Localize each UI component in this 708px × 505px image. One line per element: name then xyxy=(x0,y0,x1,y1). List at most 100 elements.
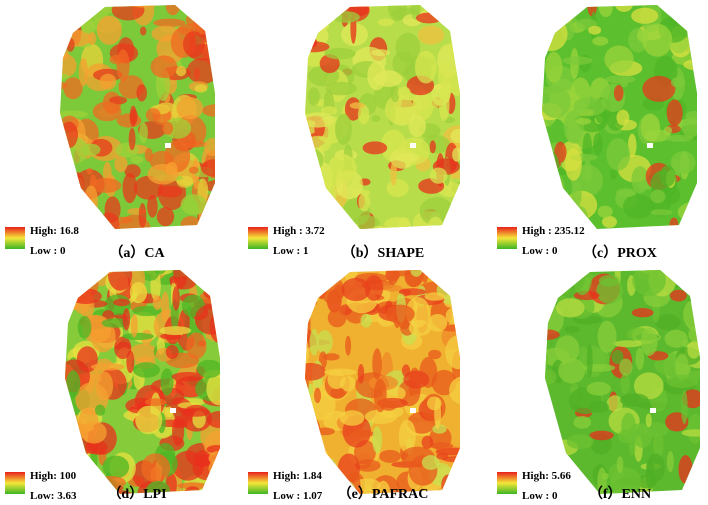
map-patch xyxy=(60,121,78,149)
map-patch xyxy=(63,77,83,100)
map-patch xyxy=(575,118,592,125)
map-patch xyxy=(114,336,132,360)
map-patch xyxy=(665,135,694,142)
map-patch xyxy=(675,353,689,381)
map-patch xyxy=(307,439,319,448)
legend-ramp xyxy=(497,227,517,249)
map-patch xyxy=(70,192,84,201)
map-patch xyxy=(650,209,673,216)
map-patch xyxy=(314,387,321,404)
map-patch xyxy=(683,58,697,71)
map-patch xyxy=(444,210,460,229)
map-patch xyxy=(687,341,700,359)
map-patch xyxy=(430,97,440,109)
map-patch xyxy=(65,404,74,422)
map-patch xyxy=(449,211,460,221)
map-patch xyxy=(687,413,700,444)
map-patch xyxy=(305,168,322,190)
map-patch xyxy=(329,460,337,485)
heat-map xyxy=(305,270,460,494)
map-patch xyxy=(589,430,614,441)
map-patch xyxy=(364,409,398,424)
panel-caption: （e）PAFRAC xyxy=(338,486,429,502)
map-patch xyxy=(65,424,95,433)
map-patch xyxy=(358,192,371,212)
map-patch xyxy=(615,5,633,12)
map-patch xyxy=(323,353,340,361)
map-hole xyxy=(170,408,176,413)
map-patch xyxy=(114,155,128,173)
map-patch xyxy=(439,324,460,332)
map-patch xyxy=(305,207,315,225)
heat-map xyxy=(542,5,697,229)
map-patch xyxy=(555,335,580,364)
map-patch xyxy=(207,31,214,48)
map-patch xyxy=(671,5,692,19)
map-patch xyxy=(691,5,697,11)
legend-low: Low : 0 xyxy=(522,490,558,502)
map-patch xyxy=(448,36,460,58)
map-patch xyxy=(172,286,180,311)
map-patch xyxy=(82,467,92,481)
map-patch xyxy=(382,284,403,292)
map-patch xyxy=(587,5,598,17)
map-patch xyxy=(180,216,201,229)
map-patch xyxy=(305,135,332,153)
map-patch xyxy=(429,140,436,154)
map-patch xyxy=(613,85,624,102)
legend-low: Low : 0 xyxy=(522,245,558,257)
map-patch xyxy=(320,276,345,305)
map-patch xyxy=(410,270,423,277)
map-patch xyxy=(627,133,637,158)
map-patch xyxy=(305,65,308,85)
map-patch xyxy=(598,5,613,18)
map-patch xyxy=(564,325,580,334)
map-patch xyxy=(392,51,414,77)
map-patch xyxy=(65,324,66,338)
map-patch xyxy=(604,45,634,73)
map-patch xyxy=(546,188,566,218)
map-patch xyxy=(202,270,220,272)
map-patch xyxy=(413,95,430,111)
map-patch xyxy=(203,285,220,301)
map-patch xyxy=(690,5,697,13)
map-patch xyxy=(305,106,307,137)
map-patch xyxy=(563,110,584,144)
map-patch xyxy=(85,440,98,454)
map-patch xyxy=(206,270,220,279)
map-patch xyxy=(341,277,371,302)
map-patch xyxy=(357,364,365,384)
legend-ramp xyxy=(248,472,268,494)
map-patch xyxy=(588,25,602,35)
map-patch xyxy=(558,358,586,384)
map-patch xyxy=(186,57,215,84)
map-patch xyxy=(646,453,665,482)
map-panel xyxy=(65,270,220,494)
map-patch xyxy=(641,327,658,356)
map-patch xyxy=(330,387,346,399)
map-patch xyxy=(642,23,673,57)
map-patch xyxy=(678,455,693,484)
map-patch xyxy=(188,166,199,174)
map-patch xyxy=(545,369,557,385)
map-patch xyxy=(113,298,130,307)
map-patch xyxy=(69,288,102,304)
map-patch xyxy=(555,298,585,318)
map-patch xyxy=(206,485,213,494)
map-patch xyxy=(70,172,85,199)
map-patch xyxy=(206,445,220,454)
map-patch xyxy=(545,51,563,83)
map-patch xyxy=(593,132,603,156)
map-patch xyxy=(682,210,697,229)
map-patch xyxy=(94,404,106,416)
map-patch xyxy=(154,270,166,275)
map-patch xyxy=(597,205,613,218)
map-patch xyxy=(398,419,416,453)
map-patch xyxy=(542,5,548,26)
legend-high: High : 235.12 xyxy=(522,225,585,237)
map-patch xyxy=(208,456,220,481)
legend-low: Low : 1 xyxy=(273,245,308,257)
map-panel xyxy=(545,270,700,494)
map-patch xyxy=(156,207,175,227)
map-patch xyxy=(610,467,642,494)
